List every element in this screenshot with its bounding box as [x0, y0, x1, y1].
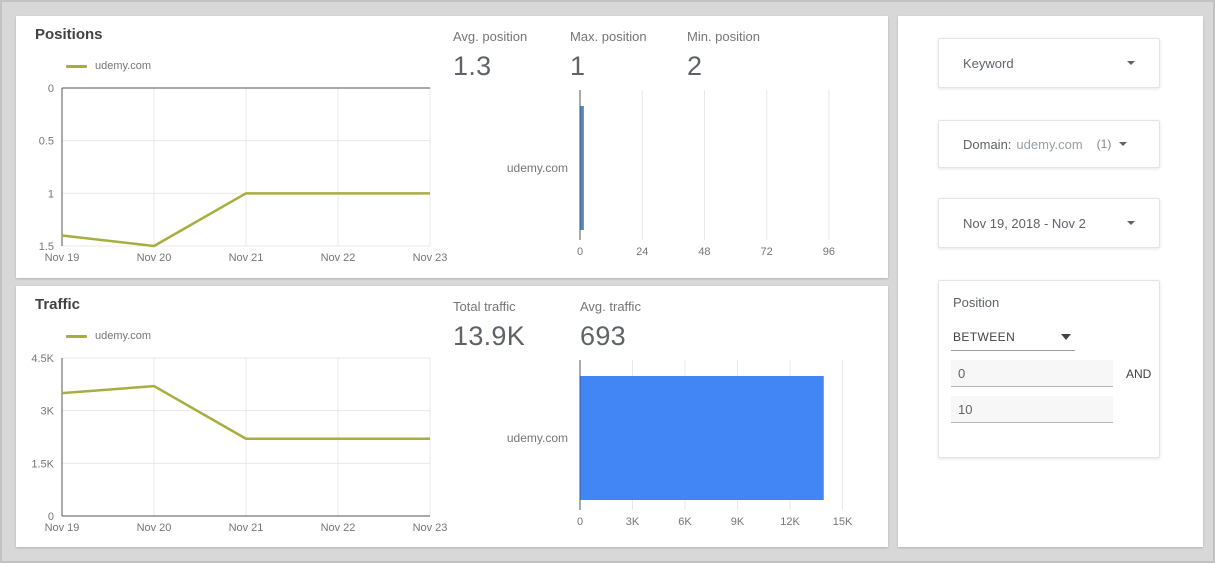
legend-line-swatch: [66, 334, 87, 338]
filters-sidebar: Keyword Domain: udemy.com (1) Nov 19, 20…: [898, 16, 1203, 547]
position-filter-title: Position: [953, 295, 1000, 310]
stat-max-position: Max. position 1: [570, 29, 647, 81]
legend-series-label: udemy.com: [95, 60, 152, 72]
svg-text:Nov 23: Nov 23: [413, 252, 448, 264]
date-range-value: Nov 19, 2018 - Nov 2: [963, 215, 1086, 231]
domain-filter-dropdown[interactable]: Domain: udemy.com (1): [938, 120, 1160, 168]
svg-text:1.5: 1.5: [39, 241, 54, 253]
svg-text:Nov 23: Nov 23: [413, 522, 448, 534]
chevron-down-icon: [1127, 221, 1135, 225]
svg-text:Nov 22: Nov 22: [321, 252, 356, 264]
svg-text:udemy.com: udemy.com: [507, 161, 568, 175]
chevron-down-icon: [1119, 142, 1128, 146]
svg-text:9K: 9K: [731, 516, 745, 528]
svg-text:0: 0: [48, 83, 54, 95]
svg-text:0: 0: [577, 246, 583, 258]
position-operator-value: BETWEEN: [953, 330, 1016, 344]
position-to-input[interactable]: [951, 396, 1113, 423]
stat-min-position: Min. position 2: [687, 29, 760, 81]
svg-text:6K: 6K: [678, 516, 692, 528]
svg-text:0: 0: [48, 511, 54, 523]
svg-text:Nov 19: Nov 19: [45, 252, 80, 264]
legend-line-swatch: [66, 64, 87, 68]
and-label: AND: [1126, 366, 1152, 381]
keyword-filter-dropdown[interactable]: Keyword: [938, 38, 1160, 88]
dropdown-arrow-icon: [1061, 334, 1071, 340]
svg-text:Nov 20: Nov 20: [137, 522, 172, 534]
traffic-stats: Total traffic 13.9K Avg. traffic 693: [453, 299, 707, 352]
svg-text:24: 24: [636, 246, 648, 258]
svg-text:Nov 19: Nov 19: [45, 522, 80, 534]
svg-text:0: 0: [577, 516, 583, 528]
chevron-down-icon: [1127, 61, 1135, 65]
svg-text:12K: 12K: [780, 516, 800, 528]
position-operator-select[interactable]: BETWEEN: [951, 325, 1075, 351]
svg-text:15K: 15K: [833, 516, 853, 528]
positions-stats: Avg. position 1.3 Max. position 1 Min. p…: [453, 29, 804, 82]
positions-panel: Positions udemy.com Avg. position 1.3 Ma…: [16, 16, 888, 278]
svg-text:udemy.com: udemy.com: [507, 431, 568, 445]
domain-filter-label: Domain:: [963, 136, 1012, 152]
svg-text:1.5K: 1.5K: [31, 458, 54, 470]
svg-text:0.5: 0.5: [39, 136, 54, 148]
traffic-panel-title: Traffic: [35, 296, 81, 313]
traffic-legend: udemy.com: [66, 330, 151, 342]
legend-series-label: udemy.com: [95, 330, 152, 342]
domain-filter-count: (1): [1096, 137, 1112, 151]
stat-avg-position: Avg. position 1.3: [453, 29, 528, 81]
keyword-filter-label: Keyword: [963, 55, 1014, 71]
svg-text:Nov 22: Nov 22: [321, 522, 356, 534]
position-from-input[interactable]: [951, 360, 1113, 387]
position-filter-card: Position BETWEEN AND: [938, 280, 1160, 458]
domain-filter-value: udemy.com: [1016, 136, 1083, 152]
positions-panel-title: Positions: [35, 26, 103, 43]
svg-text:3K: 3K: [41, 406, 55, 418]
svg-text:1: 1: [48, 188, 54, 200]
svg-text:4.5K: 4.5K: [31, 353, 54, 365]
svg-text:72: 72: [761, 246, 773, 258]
svg-text:48: 48: [698, 246, 710, 258]
stat-total-traffic: Total traffic 13.9K: [453, 299, 526, 351]
positions-legend: udemy.com: [66, 60, 151, 72]
svg-text:Nov 20: Nov 20: [137, 252, 172, 264]
traffic-panel: Traffic udemy.com Total traffic 13.9K Av…: [16, 286, 888, 547]
svg-text:3K: 3K: [626, 516, 640, 528]
svg-text:96: 96: [823, 246, 835, 258]
traffic-charts-canvas: 0 1.5K 3K 4.5K Nov 19 Nov 20 Nov 21 Nov 22 Nov 2…: [31, 353, 853, 534]
date-range-dropdown[interactable]: Nov 19, 2018 - Nov 2: [938, 198, 1160, 248]
svg-text:Nov 21: Nov 21: [229, 252, 264, 264]
stat-avg-traffic: Avg. traffic 693: [580, 299, 641, 351]
svg-text:Nov 21: Nov 21: [229, 522, 264, 534]
